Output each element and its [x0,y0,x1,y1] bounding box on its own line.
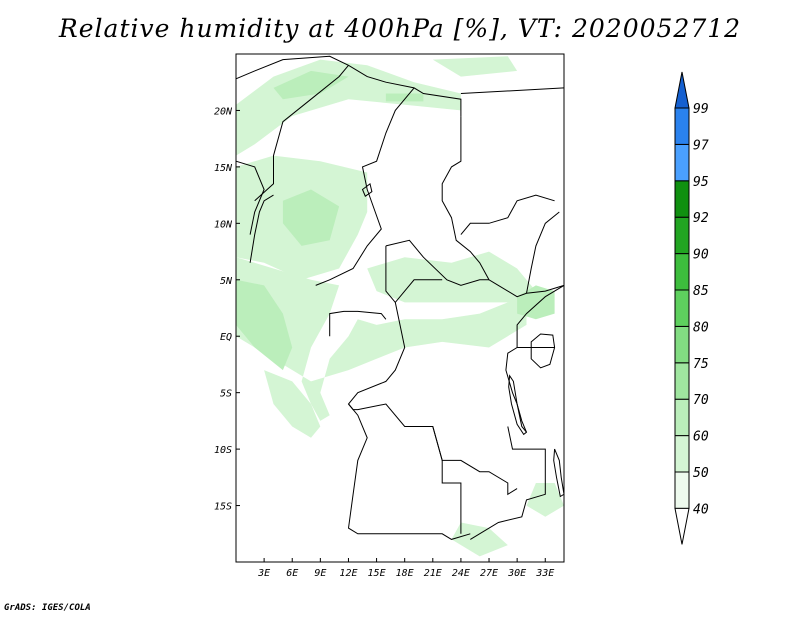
colorbar-label: 97 [693,138,709,153]
colorbar-segment [674,180,690,218]
lon-tick-label: 15E [368,568,386,579]
lat-tick-label: 10N [214,219,233,230]
colorbar-label: 75 [693,357,709,372]
central-africa-band-region [367,251,536,303]
sahel-north-core-2-region [385,93,424,102]
colorbar-label: 92 [693,211,709,226]
colorbar-label: 50 [693,466,709,481]
latitude-ticks: 20N 15N 10N 5N EQ 5S 10S 15S [214,106,240,513]
south-patch-region [451,522,508,557]
colorbar-segment [674,362,690,400]
colorbar-label: 70 [693,393,709,408]
lake-malawi [553,448,565,498]
colorbar-segment [674,289,690,327]
lon-tick-label: 24E [452,568,470,579]
southwest-atlantic-region [264,370,321,438]
country-borders-layer [235,55,565,540]
border-line [385,245,443,304]
lon-tick-label: 33E [535,568,554,579]
colorbar-label: 85 [693,284,709,299]
border-line [361,87,415,190]
border-line [235,160,265,235]
colorbar-label: 60 [693,430,709,445]
border-line [470,426,546,540]
lon-tick-label: 9E [314,568,326,579]
lon-tick-label: 21E [424,568,442,579]
lat-tick-label: 5S [220,389,232,400]
border-line [526,211,560,294]
sahel-north-band-region [236,59,461,156]
border-line [235,55,462,117]
colorbar-bottom-arrow [674,507,690,545]
lake-chad [361,182,373,197]
map-frame [235,53,565,563]
colorbar-label: 99 [693,102,709,117]
colorbar-segment [674,253,690,291]
lat-tick-label: 5N [220,276,233,287]
east-africa-patch-region [517,285,555,320]
lat-tick-label: 20N [214,106,233,117]
border-line [249,194,274,263]
lon-tick-label: 12E [339,568,357,579]
border-line [516,284,565,348]
border-line [315,189,382,286]
border-line [432,426,462,534]
plume-core-region [236,279,293,371]
lon-tick-label: 3E [257,568,270,579]
border-line [460,194,555,235]
colorbar: 40 50 60 70 75 80 85 90 92 95 97 99 [674,71,709,545]
colorbar-label: 80 [693,320,709,335]
lat-tick-label: 15N [214,163,233,174]
border-line [385,239,489,286]
longitude-ticks: 3E 6E 9E 12E 15E 18E 21E 24E 27E 30E 33E [257,558,554,579]
colorbar-segment [674,107,690,145]
lat-tick-label: 10S [214,445,232,456]
lon-tick-label: 18E [396,568,414,579]
lake-tanganyika [508,374,528,436]
colorbar-segment [674,143,690,182]
border-line [460,87,565,94]
gulf-guinea-plume-region [236,257,527,421]
lon-tick-label: 6E [286,568,298,579]
lat-tick-label: 15S [214,502,232,513]
border-line [347,302,518,496]
colorbar-segment [674,471,690,509]
border-line [441,116,565,298]
chart-title: Relative humidity at 400hPa [%], VT: 202… [58,14,742,43]
lakes-layer [361,182,565,498]
lon-tick-label: 30E [507,568,526,579]
sahel-north-core-region [273,70,349,100]
border-line [254,64,349,202]
mozambique-strip-region [526,483,564,517]
border-line [329,310,387,337]
colorbar-label: 95 [693,175,709,190]
border-line [347,403,471,540]
colorbar-segment [674,216,690,255]
lon-tick-label: 27E [480,568,498,579]
border-line [505,347,527,433]
colorbar-top-arrow [674,71,690,109]
lat-tick-label: EQ [220,332,232,343]
colorbar-segment [674,325,690,364]
grads-credit: GrADS: IGES/COLA [4,603,91,613]
nigeria-core-region [282,189,340,246]
colorbar-segment [674,435,690,473]
colorbar-label: 90 [693,248,709,263]
humidity-fill-layer [236,56,564,557]
colorbar-label: 40 [693,502,709,517]
northeast-patch-region [432,56,518,77]
colorbar-segment [674,398,690,437]
lake-victoria [530,333,556,369]
